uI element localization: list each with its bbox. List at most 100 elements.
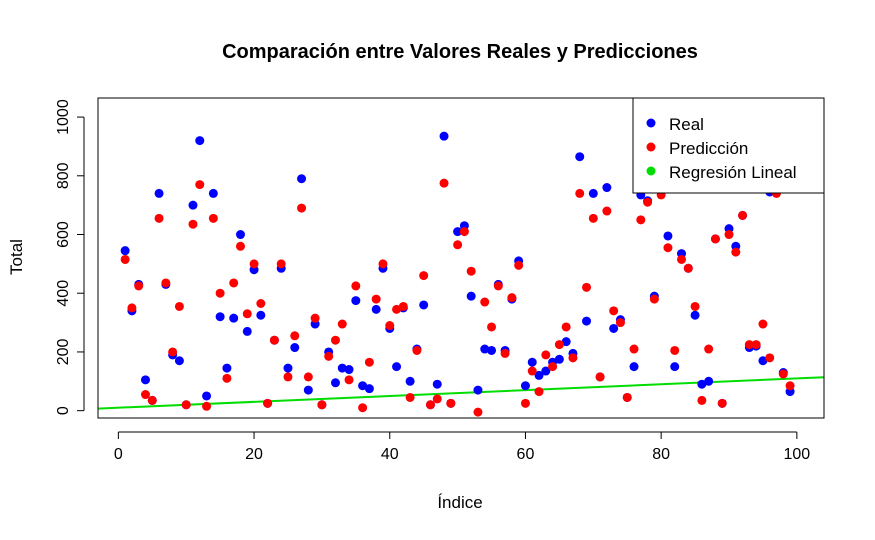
- prediccion-point: [364, 357, 374, 367]
- prediccion-point: [778, 369, 788, 379]
- legend-prediccion-marker: [646, 142, 656, 152]
- y-tick-label: 800: [55, 162, 72, 189]
- prediccion-point: [520, 398, 530, 408]
- real-point: [364, 384, 374, 394]
- y-axis: 0 200 400 600 800 1000: [55, 99, 85, 415]
- real-point: [473, 385, 483, 395]
- prediccion-point: [514, 260, 524, 270]
- prediccion-point: [351, 281, 361, 291]
- prediccion-point: [731, 247, 741, 257]
- prediccion-point: [303, 372, 313, 382]
- prediccion-point: [744, 340, 754, 350]
- real-point: [480, 344, 490, 354]
- real-point: [561, 337, 571, 347]
- prediccion-point: [473, 407, 483, 417]
- real-point: [242, 326, 252, 336]
- prediccion-point: [283, 372, 293, 382]
- real-point: [588, 188, 598, 198]
- real-point: [534, 370, 544, 380]
- prediccion-point: [446, 398, 456, 408]
- real-point: [351, 296, 361, 306]
- legend-box: [632, 97, 825, 194]
- prediccion-point: [378, 259, 388, 269]
- x-tick-label: 40: [381, 446, 399, 463]
- real-point: [358, 381, 368, 391]
- legend-real-marker: [646, 118, 656, 128]
- prediccion-point: [663, 243, 673, 253]
- real-point: [174, 356, 184, 366]
- prediccion-point: [629, 344, 639, 354]
- real-point: [697, 379, 707, 389]
- prediccion-point: [710, 234, 720, 244]
- prediccion-point: [568, 353, 578, 363]
- prediccion-point: [324, 351, 334, 361]
- prediccion-point: [615, 318, 625, 328]
- prediccion-point: [256, 299, 266, 309]
- real-point: [629, 362, 639, 372]
- prediccion-point: [683, 263, 693, 273]
- x-axis-label: Índice: [437, 493, 482, 512]
- prediccion-point: [235, 241, 245, 251]
- real-point: [690, 310, 700, 320]
- prediccion-point: [649, 294, 659, 304]
- prediccion-point: [697, 395, 707, 405]
- real-point: [222, 363, 232, 373]
- prediccion-point: [249, 259, 259, 269]
- real-point: [432, 379, 442, 389]
- real-point: [527, 357, 537, 367]
- prediccion-point: [412, 345, 422, 355]
- real-point: [663, 231, 673, 241]
- x-tick-label: 20: [245, 446, 263, 463]
- real-point: [344, 365, 354, 375]
- prediccion-point: [242, 309, 252, 319]
- real-point: [120, 246, 130, 256]
- prediccion-point: [317, 400, 327, 410]
- y-tick-label: 1000: [55, 99, 72, 135]
- prediccion-point: [704, 344, 714, 354]
- real-point: [419, 300, 429, 310]
- prediccion-point: [575, 188, 585, 198]
- real-point: [337, 363, 347, 373]
- prediccion-point: [493, 281, 503, 291]
- prediccion-point: [276, 259, 286, 269]
- prediccion-point: [622, 392, 632, 402]
- real-point: [602, 183, 612, 193]
- prediccion-point: [439, 178, 449, 188]
- prediccion-point: [548, 362, 558, 372]
- prediccion-point: [527, 366, 537, 376]
- prediccion-point: [188, 219, 198, 229]
- prediccion-point: [554, 340, 564, 350]
- prediccion-point: [330, 335, 340, 345]
- y-tick-label: 400: [55, 280, 72, 307]
- prediccion-point: [337, 319, 347, 329]
- real-point: [330, 378, 340, 388]
- prediccion-point: [310, 313, 320, 323]
- x-tick-label: 0: [114, 446, 123, 463]
- prediccion-point: [602, 206, 612, 216]
- prediccion-point: [202, 401, 212, 411]
- legend-real-label: Real: [669, 115, 704, 134]
- prediccion-point: [459, 227, 469, 237]
- prediccion-point: [507, 293, 517, 303]
- prediccion-point: [487, 322, 497, 332]
- prediccion-point: [195, 180, 205, 190]
- prediccion-point: [724, 230, 734, 240]
- prediccion-point: [120, 254, 130, 264]
- prediccion-point: [425, 400, 435, 410]
- real-point: [283, 363, 293, 373]
- prediccion-point: [419, 271, 429, 281]
- real-point: [520, 381, 530, 391]
- prediccion-point: [127, 303, 137, 313]
- real-point: [215, 312, 225, 322]
- x-tick-label: 60: [517, 446, 535, 463]
- prediccion-point: [636, 215, 646, 225]
- y-tick-label: 0: [55, 406, 72, 415]
- real-point: [290, 343, 300, 353]
- real-point: [405, 376, 415, 386]
- prediccion-point: [215, 288, 225, 298]
- real-point: [256, 310, 266, 320]
- prediccion-point: [785, 381, 795, 391]
- prediccion-point: [222, 373, 232, 383]
- x-tick-label: 100: [784, 446, 811, 463]
